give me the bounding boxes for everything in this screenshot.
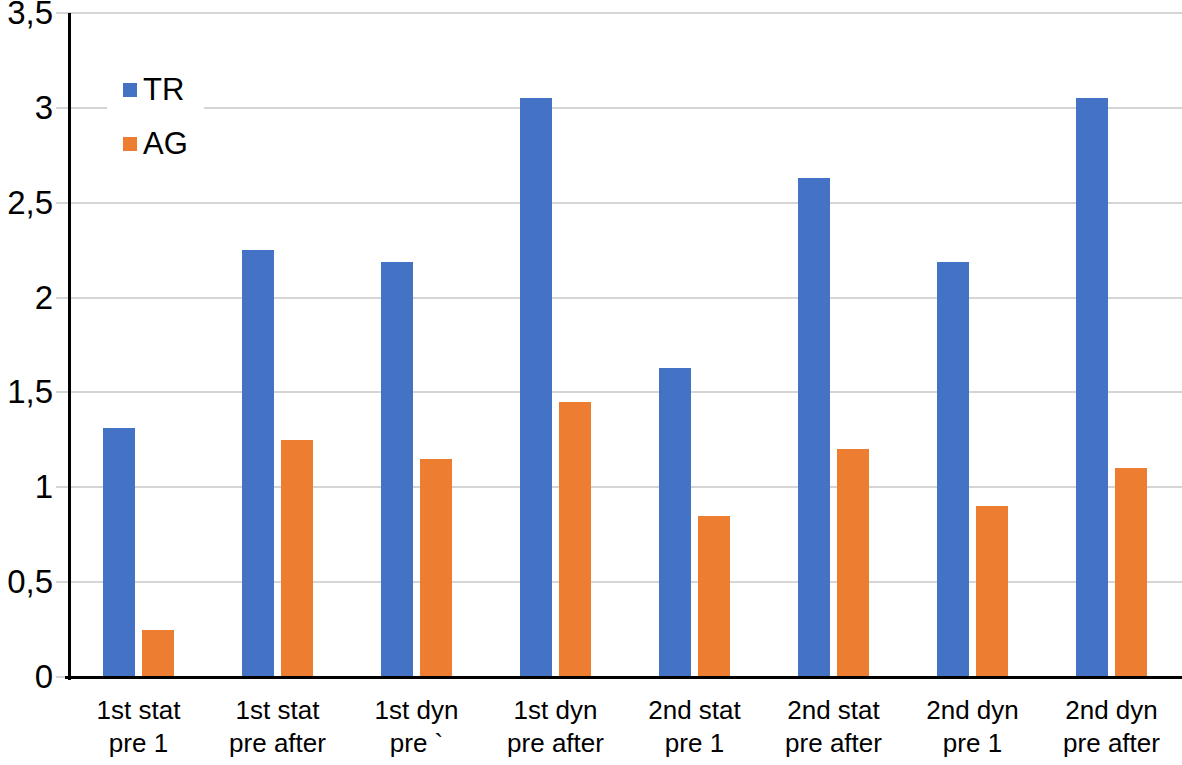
y-tick-label: 2,5: [0, 186, 53, 220]
legend-label-ag: AG: [143, 127, 188, 161]
y-tick-mark: [56, 12, 68, 14]
y-tick-label: 0: [0, 660, 53, 694]
gridline: [68, 297, 1182, 299]
bar-ag: [1115, 468, 1147, 676]
y-tick-label: 3: [0, 91, 53, 125]
bar-ag: [420, 459, 452, 676]
y-tick-label: 0,5: [0, 565, 53, 599]
bar-ag: [837, 449, 869, 676]
legend: TR AG: [107, 63, 204, 171]
bar-ag: [559, 402, 591, 676]
x-category-label: 1st dyn pre after: [486, 694, 625, 760]
tr-swatch-icon: [123, 83, 137, 97]
y-axis-line: [68, 13, 71, 680]
x-category-label: 1st dyn pre `: [347, 694, 486, 760]
x-category-label: 2nd dyn pre after: [1042, 694, 1181, 760]
legend-item-tr: TR: [123, 73, 188, 107]
bar-tr: [798, 178, 830, 676]
bar-tr: [520, 98, 552, 676]
x-category-label: 1st stat pre 1: [69, 694, 208, 760]
bar-tr: [937, 262, 969, 676]
bar-tr: [242, 250, 274, 676]
y-tick-label: 1,5: [0, 375, 53, 409]
ag-swatch-icon: [123, 137, 137, 151]
legend-item-ag: AG: [123, 127, 188, 161]
gridline: [68, 107, 1182, 109]
bar-tr: [103, 428, 135, 676]
y-tick-mark: [56, 202, 68, 204]
bar-ag: [698, 516, 730, 676]
y-tick-mark: [56, 581, 68, 583]
x-category-label: 2nd stat pre after: [764, 694, 903, 760]
x-axis-line: [65, 676, 1182, 679]
bar-ag: [976, 506, 1008, 676]
bar-chart: TR AG 00,511,522,533,51st stat pre 11st …: [0, 0, 1182, 765]
gridline: [68, 202, 1182, 204]
y-tick-label: 2: [0, 281, 53, 315]
bar-tr: [1076, 98, 1108, 676]
bar-tr: [659, 368, 691, 676]
bar-tr: [381, 262, 413, 676]
x-category-label: 1st stat pre after: [208, 694, 347, 760]
bar-ag: [281, 440, 313, 676]
y-tick-mark: [56, 391, 68, 393]
y-tick-mark: [56, 486, 68, 488]
y-tick-mark: [56, 297, 68, 299]
gridline: [68, 581, 1182, 583]
gridline: [68, 486, 1182, 488]
x-category-label: 2nd stat pre 1: [625, 694, 764, 760]
y-tick-label: 3,5: [0, 0, 53, 30]
legend-label-tr: TR: [143, 73, 184, 107]
gridline: [68, 391, 1182, 393]
bar-ag: [142, 630, 174, 676]
x-category-label: 2nd dyn pre 1: [903, 694, 1042, 760]
gridline: [68, 12, 1182, 14]
y-tick-mark: [56, 107, 68, 109]
y-tick-label: 1: [0, 470, 53, 504]
